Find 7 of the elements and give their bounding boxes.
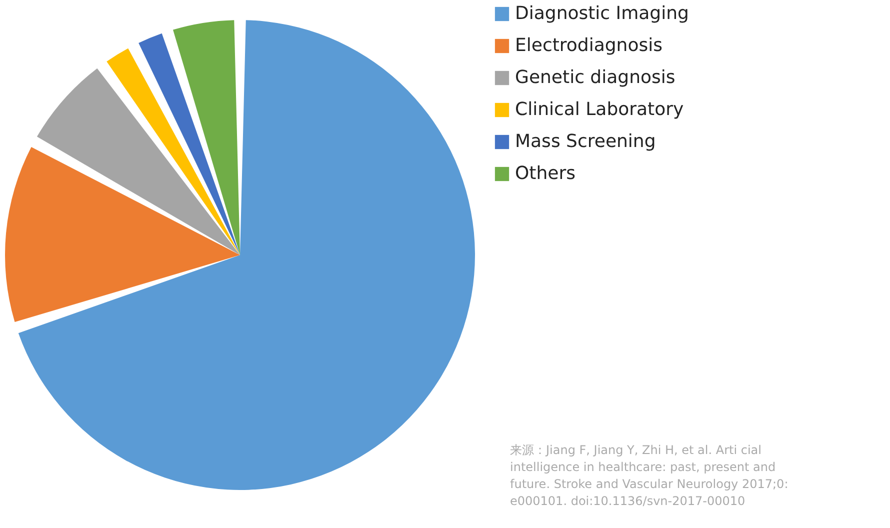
source-note: 来源：Jiang F, Jiang Y, Zhi H, et al. Arti cial intelligence in healthcare: past, present and future. Stroke and Vascular Neurology 2017;0: e000101. doi:10.1136/svn-2017-00010 [510,443,788,508]
legend-label: Mass Screening [515,131,656,152]
legend-label: Electrodiagnosis [515,35,662,56]
legend-label: Others [515,163,576,184]
legend-label: Genetic diagnosis [515,67,676,88]
legend-label: Diagnostic Imaging [515,3,689,24]
legend-label: Clinical Laboratory [515,99,684,120]
